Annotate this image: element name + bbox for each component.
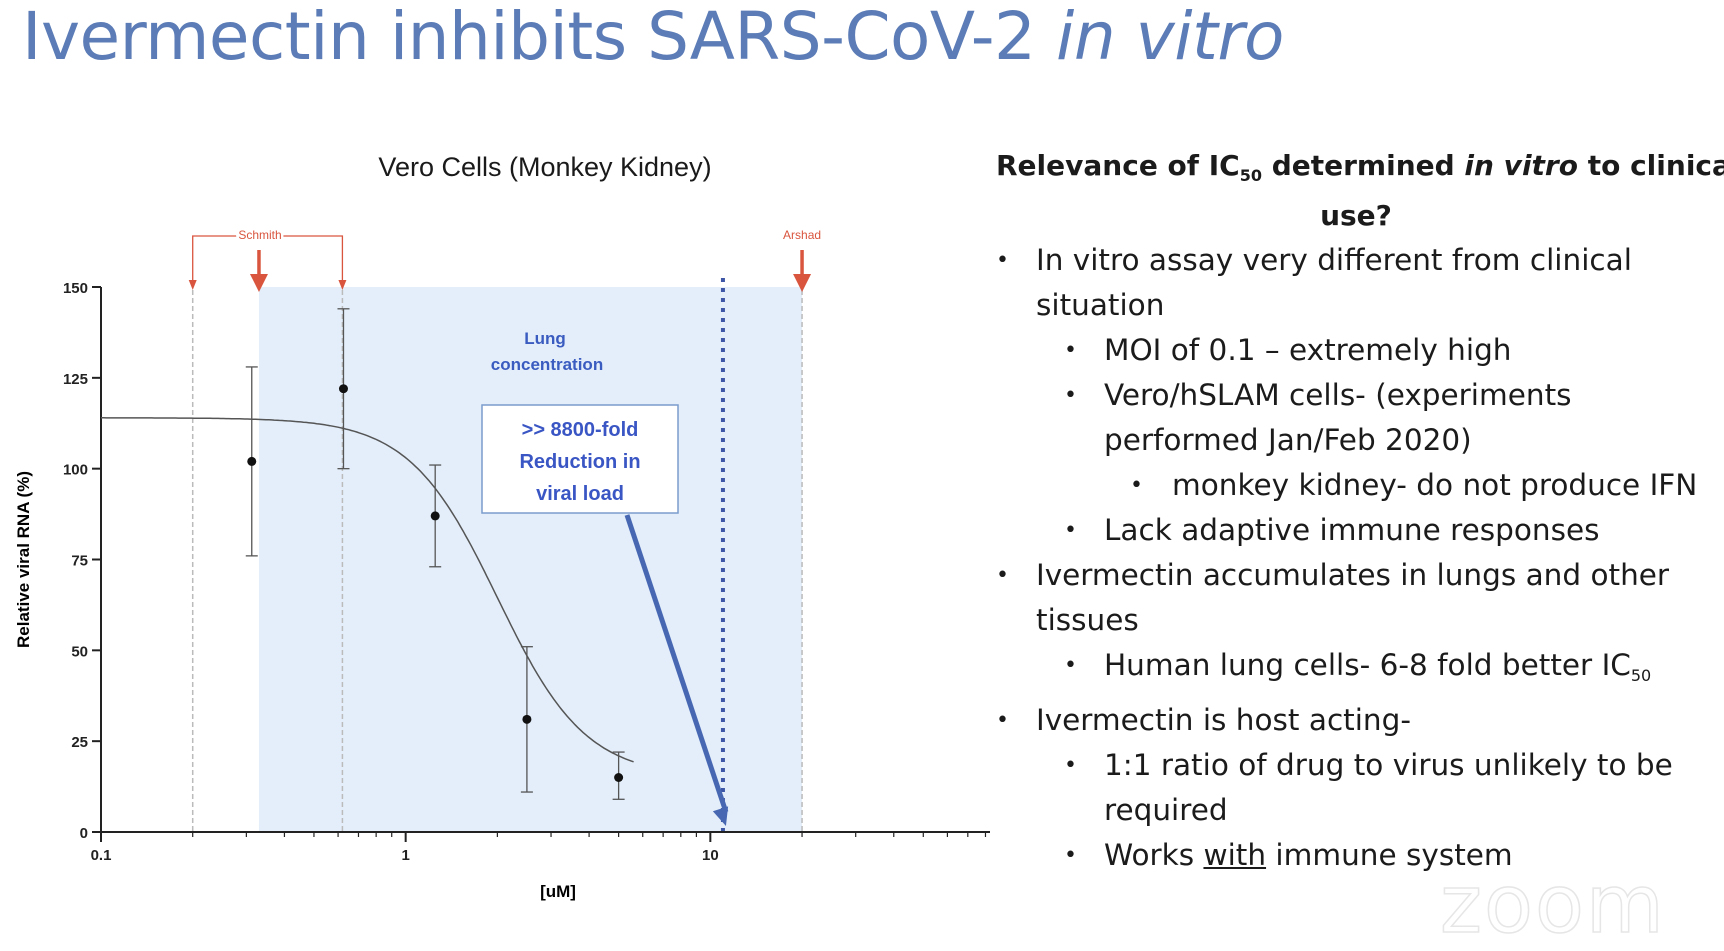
bullet-ratio: 1:1 ratio of drug to virus unlikely to b… <box>996 743 1721 833</box>
schmith-bracket-tip-left <box>188 280 197 290</box>
reduction-box <box>481 404 679 514</box>
x-tick-label: 1 <box>401 847 409 864</box>
immune-text-b: immune system <box>1266 838 1513 872</box>
arshad-arrow-head <box>793 274 812 292</box>
chart-title: Vero Cells (Monkey Kidney) <box>378 152 711 182</box>
bullet-vero-cells: Vero/hSLAM cells- (experiments performed… <box>996 373 1721 463</box>
reduction-arrow-shaft <box>624 514 729 813</box>
lung-concentration-region <box>258 287 803 832</box>
bullet-human-lung: Human lung cells- 6-8 fold better IC50 <box>996 643 1721 698</box>
bullet-immune-system: Works with immune system <box>996 833 1721 878</box>
title-italic: in vitro <box>1056 0 1284 75</box>
immune-text-a: Works <box>1104 838 1204 872</box>
schmith-bracket <box>192 235 344 283</box>
relevance-heading: Relevance of IC50 determined in vitro to… <box>996 146 1724 236</box>
human-lung-text: Human lung cells- 6-8 fold better IC <box>1104 648 1631 682</box>
immune-text-underlined: with <box>1203 838 1267 872</box>
y-tick-label: 0 <box>80 825 88 842</box>
heading-part-d: use? <box>1320 199 1392 232</box>
bullet-monkey-kidney: monkey kidney- do not produce IFN <box>996 463 1721 508</box>
y-tick-label: 50 <box>71 643 88 660</box>
lung-label-line1: Lung <box>524 329 566 348</box>
data-point <box>522 714 532 724</box>
heading-subscript: 50 <box>1239 166 1262 185</box>
marker-guide-lines <box>191 282 803 832</box>
data-point <box>430 511 440 521</box>
schmith-label: Schmith <box>238 228 281 242</box>
y-tick-label: 150 <box>63 280 88 297</box>
reduction-box-text: >> 8800-fold Reduction in viral load <box>519 419 640 505</box>
relevance-bullets: In vitro assay very different from clini… <box>996 238 1721 878</box>
dose-response-chart: Vero Cells (Monkey Kidney) Lung concentr… <box>14 152 990 901</box>
heading-part-c: to clinical <box>1587 149 1724 182</box>
reduction-arrow-head <box>712 806 729 826</box>
fit-curve <box>101 417 634 763</box>
bullet-moi: MOI of 0.1 – extremely high <box>996 328 1721 373</box>
x-tick-label: 10 <box>702 847 719 864</box>
y-tick-label: 125 <box>63 371 88 388</box>
human-lung-subscript: 50 <box>1630 666 1652 685</box>
y-tick-label: 25 <box>71 734 88 751</box>
heading-part-b: determined <box>1261 149 1465 182</box>
bullet-assay-different: In vitro assay very different from clini… <box>996 238 1721 328</box>
arshad-label: Arshad <box>783 228 821 242</box>
bullet-host-acting: Ivermectin is host acting- <box>996 698 1721 743</box>
y-tick-label: 75 <box>71 553 88 570</box>
bullet-accumulates: Ivermectin accumulates in lungs and othe… <box>996 553 1721 643</box>
reduction-box-line-3: viral load <box>536 483 624 505</box>
data-points <box>245 308 625 800</box>
x-tick-label: 0.1 <box>91 847 112 864</box>
data-point <box>338 384 348 394</box>
reduction-box-line-2: Reduction in <box>519 451 640 473</box>
relevance-panel: Relevance of IC50 determined in vitro to… <box>996 146 1724 878</box>
schmith-bracket-tip-right <box>338 280 347 290</box>
reduction-arrow <box>624 514 729 826</box>
schmith-arrow-head <box>249 274 268 292</box>
y-tick-label: 100 <box>63 462 88 479</box>
heading-italic: in vitro <box>1464 149 1578 182</box>
y-axis-label: Relative viral RNA (%) <box>14 471 33 648</box>
title-main: Ivermectin inhibits SARS-CoV-2 <box>22 0 1056 75</box>
slide-title: Ivermectin inhibits SARS-CoV-2 in vitro <box>22 0 1284 75</box>
bullet-adaptive-immune: Lack adaptive immune responses <box>996 508 1721 553</box>
data-point <box>614 773 624 782</box>
lung-label-line2: concentration <box>491 355 603 374</box>
data-point <box>247 456 257 466</box>
reduction-box-line-1: >> 8800-fold <box>522 419 639 441</box>
heading-part-a: Relevance of IC <box>996 149 1240 182</box>
x-axis-label: [uM] <box>540 882 576 901</box>
reference-markers: Schmith Arshad <box>188 226 821 292</box>
zoom-watermark: zoom <box>1439 857 1666 951</box>
